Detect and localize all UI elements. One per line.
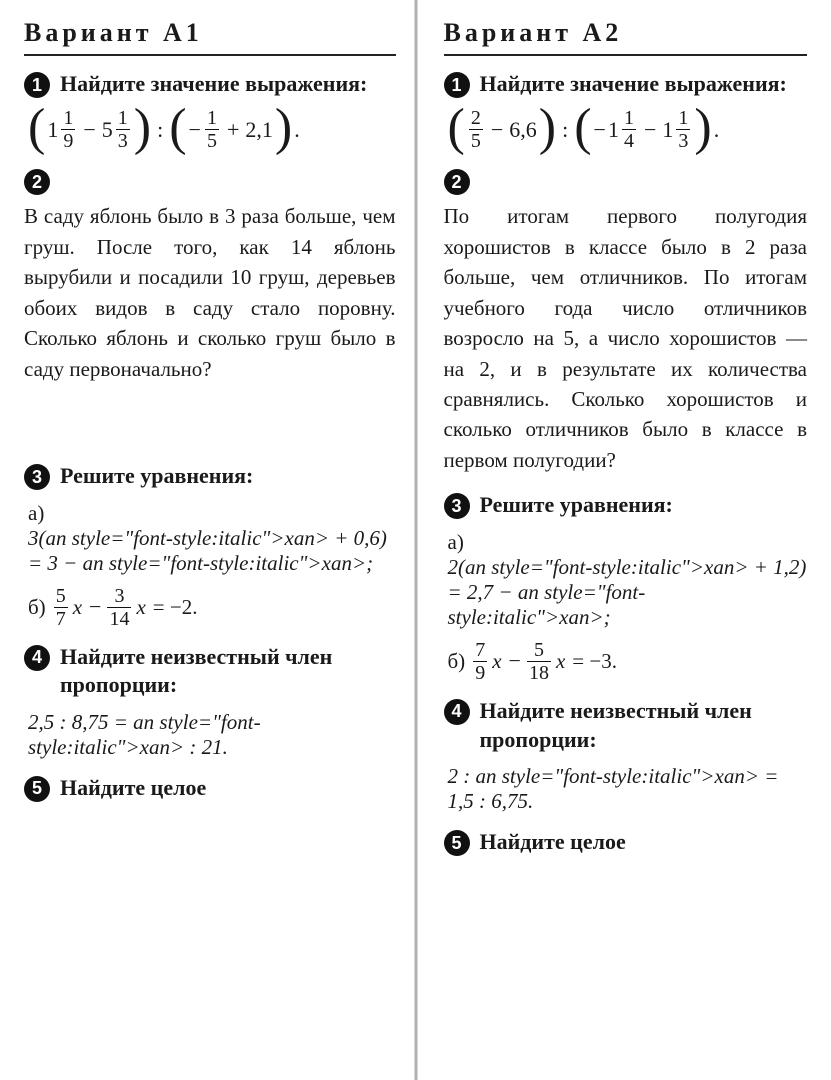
lparen-icon: ( [574, 105, 591, 152]
badge-5-right: 5 [444, 830, 470, 856]
task-4-right: 4 Найдите неизвестный член пропорции: 2 … [444, 697, 808, 814]
lparen-icon: ( [448, 105, 465, 152]
task-1-right: 1 Найдите значение выражения: ( 25 − 6,6… [444, 70, 808, 153]
task-3-left: 3 Решите уравнения: а) 3(an style="font-… [24, 462, 396, 629]
task2-text-left: В саду яблонь было в 3 раза больше, чем … [24, 201, 396, 384]
badge-2-left: 2 [24, 169, 50, 195]
task3-title-right: Решите уравнения: [480, 491, 673, 520]
task3-b-right: б) 79 x − 518 x = −3. [448, 640, 808, 683]
rparen-icon: ) [275, 105, 292, 152]
column-right: Вариант А2 1 Найдите значение выражения:… [416, 0, 831, 1080]
task3-a-expr-left: 3(an style="font-style:italic">xan> + 0,… [28, 526, 396, 576]
variant-title-right: Вариант А2 [444, 18, 808, 56]
task2-text-right: По итогам первого полугодия хорошистов в… [444, 201, 808, 475]
task3-b-left: б) 57 x − 314 x = −2. [28, 586, 396, 629]
badge-1-left: 1 [24, 72, 50, 98]
rparen-icon: ) [539, 105, 556, 152]
badge-1-right: 1 [444, 72, 470, 98]
task-2-left: 2 В саду яблонь было в 3 раза больше, че… [24, 167, 396, 384]
task4-expr-left: 2,5 : 8,75 = an style="font-style:italic… [28, 710, 396, 760]
column-left: Вариант А1 1 Найдите значение выражения:… [0, 0, 416, 1080]
badge-5-left: 5 [24, 776, 50, 802]
task3-a-left: а) 3(an style="font-style:italic">xan> +… [28, 501, 396, 576]
task1-title-left: Найдите значение выражения: [60, 70, 367, 99]
task-4-left: 4 Найдите неизвестный член пропорции: 2,… [24, 643, 396, 760]
task-2-right: 2 По итогам первого полугодия хорошистов… [444, 167, 808, 475]
task1-expr-left: ( 1 19 − 5 13 ) : ( − 15 + 2,1 ) . [28, 107, 396, 154]
variant-title-left: Вариант А1 [24, 18, 396, 56]
spacer [24, 398, 396, 462]
task4-expr-text-right: 2 : an style="font-style:italic">xan> = … [448, 764, 808, 814]
task3-title-left: Решите уравнения: [60, 462, 253, 491]
task4-title-right: Найдите неизвестный член пропорции: [480, 697, 808, 754]
lparen-icon: ( [28, 105, 45, 152]
task4-expr-right: 2 : an style="font-style:italic">xan> = … [448, 764, 808, 814]
task-1-left: 1 Найдите значение выражения: ( 1 19 − 5… [24, 70, 396, 153]
badge-4-right: 4 [444, 699, 470, 725]
badge-2-right: 2 [444, 169, 470, 195]
task1-title-right: Найдите значение выражения: [480, 70, 787, 99]
task5-title-right: Найдите целое [480, 828, 626, 857]
task3-a-expr-right: 2(an style="font-style:italic">xan> + 1,… [448, 555, 808, 630]
task5-title-left: Найдите целое [60, 774, 206, 803]
task1-expr-right: ( 25 − 6,6 ) : ( − 1 14 − 1 13 ) . [448, 107, 808, 154]
task-3-right: 3 Решите уравнения: а) 2(an style="font-… [444, 491, 808, 683]
task4-expr-text-left: 2,5 : 8,75 = an style="font-style:italic… [28, 710, 396, 760]
task-5-right: 5 Найдите целое [444, 828, 808, 867]
badge-3-right: 3 [444, 493, 470, 519]
rparen-icon: ) [134, 105, 151, 152]
task4-title-left: Найдите неизвестный член пропорции: [60, 643, 396, 700]
task-5-left: 5 Найдите целое [24, 774, 396, 813]
column-divider [414, 0, 417, 1080]
task3-a-right: а) 2(an style="font-style:italic">xan> +… [448, 530, 808, 630]
badge-4-left: 4 [24, 645, 50, 671]
rparen-icon: ) [694, 105, 711, 152]
lparen-icon: ( [169, 105, 186, 152]
badge-3-left: 3 [24, 464, 50, 490]
